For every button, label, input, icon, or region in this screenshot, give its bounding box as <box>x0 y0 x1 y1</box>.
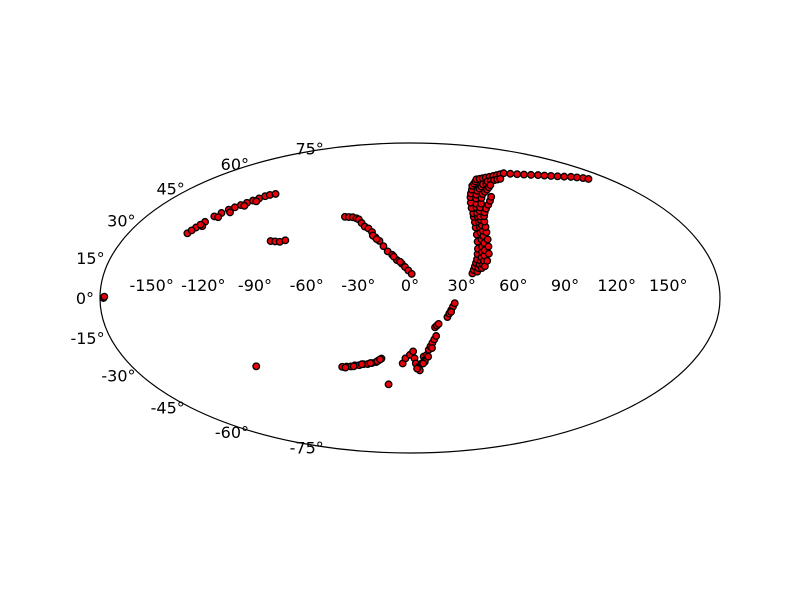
y-tick-label: -75° <box>290 439 324 458</box>
data-point <box>407 269 416 278</box>
data-point <box>487 192 496 201</box>
data-point <box>196 220 205 229</box>
data-point <box>484 242 493 251</box>
data-point <box>376 355 385 364</box>
x-tick-label: -90° <box>238 276 272 295</box>
data-point <box>483 256 492 265</box>
data-point <box>226 208 234 217</box>
data-point <box>419 359 428 368</box>
x-tick-label: -30° <box>341 276 375 295</box>
x-tick-label: -120° <box>181 276 225 295</box>
data-point <box>214 213 223 222</box>
data-point <box>252 362 261 371</box>
data-point <box>366 359 375 368</box>
data-point <box>372 235 381 244</box>
tick-labels-layer: -150° -120° -90° -60° -30° 0° 30° 60° 90° 120° 150… <box>70 139 687 457</box>
data-point <box>252 197 261 206</box>
x-tick-label: 90° <box>551 276 579 295</box>
data-point <box>240 201 249 210</box>
projection-boundary <box>99 142 721 454</box>
data-point <box>271 189 280 198</box>
data-point <box>379 242 388 251</box>
data-point <box>432 332 441 340</box>
x-tick-label: -150° <box>130 276 174 295</box>
data-point <box>527 170 535 179</box>
data-point <box>357 360 366 369</box>
x-tick-label: 60° <box>499 276 527 295</box>
plot-frame-layer <box>99 142 721 454</box>
data-point <box>534 171 542 180</box>
data-point <box>547 171 555 180</box>
y-tick-label: 75° <box>295 139 323 158</box>
data-point <box>434 319 443 328</box>
data-point <box>396 257 405 266</box>
data-point <box>428 344 436 353</box>
x-tick-label: 150° <box>649 276 688 295</box>
y-tick-label: -30° <box>101 367 135 386</box>
data-point <box>341 363 350 372</box>
data-point <box>424 352 433 361</box>
data-points-layer <box>99 169 593 389</box>
data-point <box>553 172 562 181</box>
data-point <box>560 172 569 181</box>
x-tick-label: 120° <box>597 276 636 295</box>
y-tick-label: 30° <box>107 212 135 231</box>
data-point <box>484 249 493 258</box>
data-point <box>486 181 495 190</box>
y-tick-label: 45° <box>156 179 184 198</box>
data-point <box>520 170 528 179</box>
data-point <box>496 174 505 183</box>
data-point <box>187 226 196 235</box>
y-tick-label: 0° <box>76 289 94 308</box>
data-point <box>409 347 418 356</box>
y-tick-label: -45° <box>151 399 185 418</box>
y-tick-label: -60° <box>215 423 249 442</box>
x-tick-label: -60° <box>290 276 324 295</box>
y-tick-label: -15° <box>70 329 104 348</box>
data-point <box>384 380 393 389</box>
data-point <box>513 170 522 179</box>
data-point <box>447 307 456 316</box>
data-point <box>349 362 358 371</box>
x-tick-label: 30° <box>448 276 476 295</box>
data-point <box>506 169 515 178</box>
data-point <box>413 364 422 373</box>
y-tick-label: 60° <box>221 155 249 174</box>
x-tick-label: 0° <box>401 276 419 295</box>
data-point <box>483 235 492 244</box>
data-point <box>100 292 109 301</box>
data-point <box>450 299 459 308</box>
y-tick-label: 15° <box>76 249 104 268</box>
data-point <box>540 171 549 180</box>
data-point <box>281 236 290 245</box>
data-point <box>584 174 593 183</box>
data-point <box>389 252 398 261</box>
